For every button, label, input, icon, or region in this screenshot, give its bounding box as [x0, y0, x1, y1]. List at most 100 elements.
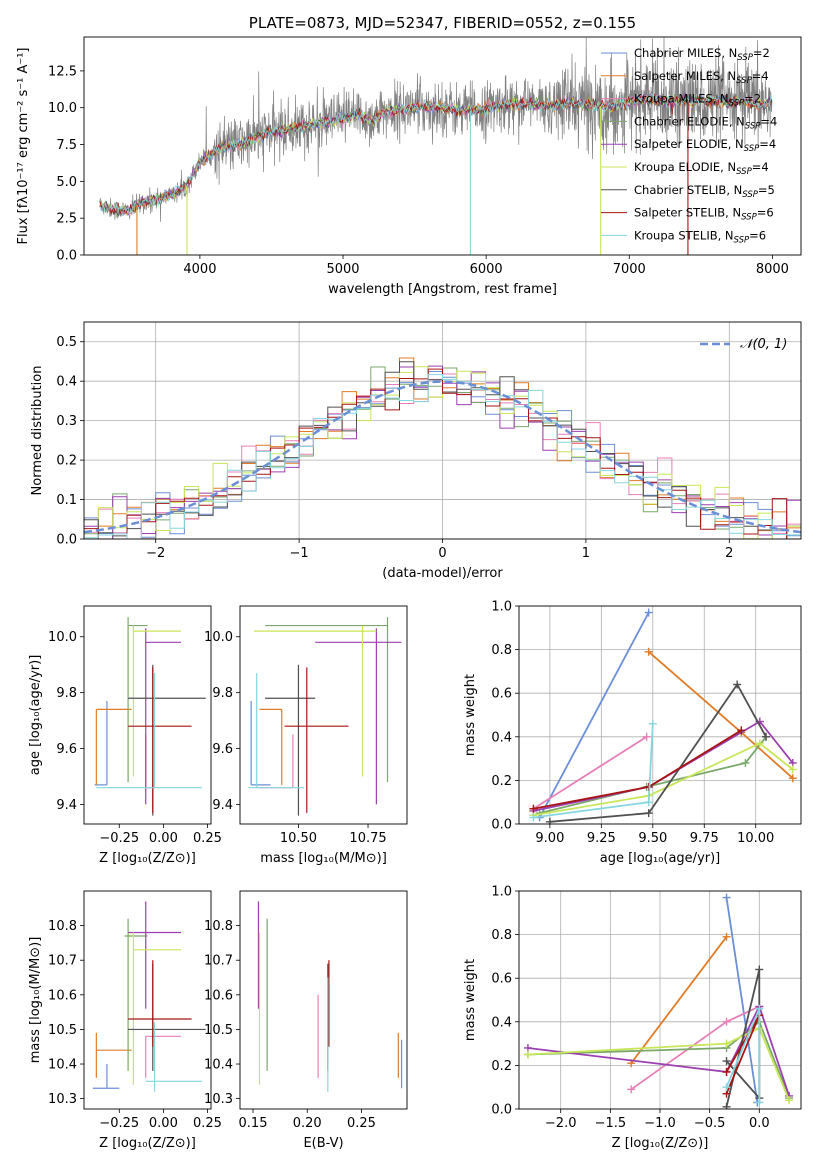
weight_vs_Z-ytick-label: 0.0 — [491, 1103, 512, 1118]
residuals-ytick-label: 0.1 — [56, 493, 77, 508]
spectrum-ytick-label: 12.5 — [48, 64, 77, 79]
spectrum-xlabel: wavelength [Angstrom, rest frame] — [328, 282, 557, 297]
mass_vs_ebv-ytick-label: 10.4 — [204, 1058, 233, 1073]
mass_vs_ebv-ytick-label: 10.8 — [204, 919, 233, 934]
mass_vs_ebv-ytick-label: 10.6 — [204, 988, 233, 1003]
weight-line-chabrier_miles — [725, 897, 759, 1103]
age_vs_mass-ytick-label: 10.0 — [204, 630, 233, 645]
mass_vs_ebv-xtick-label: 0.15 — [239, 1116, 268, 1131]
spectrum-frame — [83, 36, 802, 256]
weight_vs_Z-ylabel: mass weight — [463, 959, 478, 1041]
residuals-xtick-label: −1 — [290, 546, 309, 561]
mass_vs_Z-ytick-label: 10.3 — [48, 1092, 77, 1107]
weight_vs_age-axes: 9.00 9.25 9.50 9.75 10.00 0.0 0.2 0.4 0.6 0.8 1.0 a… — [463, 600, 802, 866]
weight_vs_Z-ytick-label: 1.0 — [491, 885, 512, 900]
weight-line-chabrier_miles — [538, 612, 650, 818]
spectrum-plot-area — [99, 37, 773, 255]
residuals-axes: −2 −1 0 1 2 0.0 0.1 0.2 0.3 0.4 0.5 (data-model)/er… — [30, 321, 802, 581]
weight_vs_age-ytick-label: 0.0 — [491, 818, 512, 833]
spectrum-xtick-label: 4000 — [183, 262, 216, 277]
weight_vs_Z-xtick-label: 0.0 — [749, 1116, 770, 1131]
age_vs_Z-xtick-label: −0.25 — [99, 831, 139, 846]
residuals-xtick-label: 1 — [582, 546, 590, 561]
hist-step-kroupa_stelib — [84, 374, 801, 539]
residuals-ytick-label: 0.0 — [56, 533, 77, 548]
spectrum-legend: Chabrier MILES, NSSP=2 Salpeter MILES, NS… — [601, 46, 777, 245]
residuals-ytick-label: 0.4 — [56, 375, 77, 390]
weight-line-salpeter_elodie — [533, 720, 794, 812]
mass_vs_ebv-ytick-label: 10.5 — [204, 1023, 233, 1038]
age_vs_Z-ytick-label: 9.6 — [56, 742, 77, 757]
age_vs_Z-frame — [83, 605, 212, 825]
hist-step-kroupa_elodie — [84, 366, 801, 539]
weight_vs_Z-axes: −2.0 −1.5 −1.0 −0.5 0.0 0.0 0.2 0.4 0.6 0.8 1.0 Z [… — [463, 885, 802, 1151]
mass_vs_ebv-frame — [239, 890, 408, 1110]
mass_vs_Z-xtick-label: −0.25 — [99, 1116, 139, 1131]
age_vs_mass-plot-area — [248, 617, 402, 816]
residuals-plot-area — [84, 322, 801, 539]
weight-line-salpeter_miles — [648, 651, 794, 779]
residuals-ytick-label: 0.3 — [56, 414, 77, 429]
weight_vs_Z-plot-area — [519, 891, 801, 1109]
age_vs_mass-ytick-label: 9.8 — [212, 686, 233, 701]
weight_vs_age-ytick-label: 0.6 — [491, 687, 512, 702]
legend-label: Salpeter ELODIE, NSSP=4 — [634, 137, 776, 154]
mass_vs_ebv-ytick-label: 10.7 — [204, 954, 233, 969]
residuals-ylabel: Normed distribution — [30, 366, 45, 496]
age_vs_mass-xtick-label: 10.75 — [349, 831, 386, 846]
legend-label: Kroupa ELODIE, NSSP=4 — [634, 160, 769, 177]
age_vs_Z-axes: −0.25 0.00 0.25 9.4 9.6 9.8 10.0 Z [log₁₀(Z/Z⊙)… — [28, 605, 222, 866]
age_vs_mass-ytick-label: 9.4 — [212, 798, 233, 813]
age_vs_mass-xlabel: mass [log₁₀(M/M⊙)] — [260, 851, 387, 866]
age_vs_mass-ytick-label: 9.6 — [212, 742, 233, 757]
mass_vs_Z-ytick-label: 10.7 — [48, 954, 77, 969]
spectrum-ylabel: Flux [fλ10⁻¹⁷ erg cm⁻² s⁻¹ A⁻¹] — [16, 48, 31, 245]
mass_vs_Z-ytick-label: 10.6 — [48, 988, 77, 1003]
weight_vs_age-ytick-label: 0.4 — [491, 730, 512, 745]
age_vs_Z-ytick-label: 9.8 — [56, 686, 77, 701]
weight_vs_age-xlabel: age [log₁₀(age/yr)] — [600, 851, 721, 866]
weight-line-salpeter_miles — [630, 936, 728, 1064]
weight_vs_Z-xtick-label: −2.0 — [545, 1116, 577, 1131]
chart-title: PLATE=0873, MJD=52347, FIBERID=0552, z=0… — [249, 14, 636, 32]
mass_vs_ebv-xtick-label: 0.25 — [347, 1116, 376, 1131]
age_vs_Z-xlabel: Z [log₁₀(Z/Z⊙)] — [99, 851, 196, 866]
mass_vs_Z-xtick-label: 0.25 — [193, 1116, 222, 1131]
mass_vs_ebv-xtick-label: 0.20 — [293, 1116, 322, 1131]
residuals-xlabel: (data-model)/error — [382, 566, 503, 581]
mass_vs_Z-ytick-label: 10.5 — [48, 1023, 77, 1038]
weight_vs_Z-frame — [518, 890, 802, 1110]
spectrum-xtick-label: 6000 — [470, 262, 503, 277]
mass_vs_Z-plot-area — [92, 901, 206, 1092]
age_vs_Z-xtick-label: 0.25 — [193, 831, 222, 846]
weight_vs_Z-ytick-label: 0.8 — [491, 928, 512, 943]
residuals-xtick-label: 0 — [438, 546, 446, 561]
spectrum-ytick-label: 0.0 — [56, 249, 77, 264]
weight_vs_age-plot-area — [519, 606, 801, 824]
mass_vs_ebv-plot-area — [257, 901, 403, 1092]
legend-label: Chabrier ELODIE, NSSP=4 — [634, 114, 777, 131]
age_vs_mass-xtick-label: 10.50 — [280, 831, 317, 846]
spectrum-xtick-label: 5000 — [326, 262, 359, 277]
legend-label: Chabrier STELIB, NSSP=5 — [634, 183, 775, 200]
weight-line-chabrier_stelib — [549, 682, 767, 823]
mass_vs_Z-ytick-label: 10.8 — [48, 919, 77, 934]
mass_vs_Z-xtick-label: 0.00 — [149, 1116, 178, 1131]
spectrum-xtick-label: 8000 — [756, 262, 789, 277]
weight_vs_Z-xlabel: Z [log₁₀(Z/Z⊙)] — [612, 1136, 709, 1151]
weight-line-kroupa_elodie — [533, 742, 794, 817]
weight_vs_age-xtick-label: 9.75 — [690, 831, 719, 846]
normal-curve — [84, 380, 801, 534]
weight_vs_Z-ytick-label: 0.4 — [491, 1015, 512, 1030]
spectrum-xtick-label: 7000 — [613, 262, 646, 277]
weight-line-chabrier_elodie — [539, 736, 767, 814]
weight_vs_age-ytick-label: 1.0 — [491, 600, 512, 615]
legend-label: Kroupa MILES, NSSP=2 — [634, 92, 761, 109]
residuals-frame — [83, 321, 802, 540]
mass_vs_Z-ylabel: mass [log₁₀(M/M⊙)] — [28, 937, 43, 1064]
residuals-xtick-label: −2 — [146, 546, 165, 561]
weight_vs_Z-xtick-label: −1.0 — [644, 1116, 676, 1131]
weight_vs_age-xtick-label: 9.25 — [587, 831, 616, 846]
age_vs_Z-ytick-label: 10.0 — [48, 630, 77, 645]
